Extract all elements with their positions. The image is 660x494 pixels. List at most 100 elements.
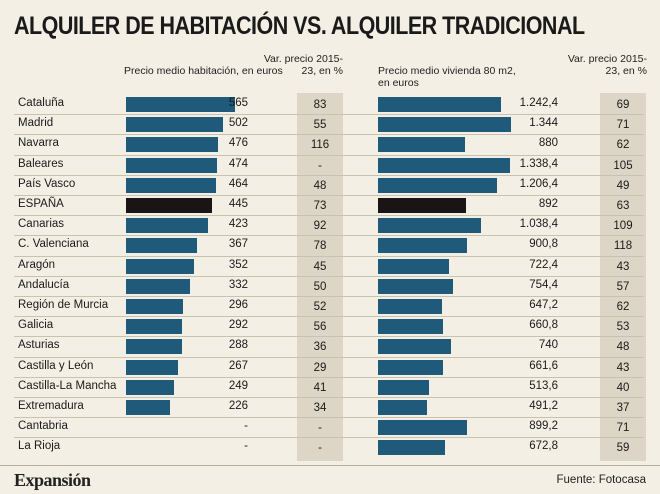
var-label-vivienda: 62 [616,139,630,152]
region-label: Castilla y León [18,359,94,372]
value-label-vivienda: 1.038,4 [519,218,558,231]
value-label-vivienda: 513,6 [529,379,558,392]
bar-vivienda [378,278,453,294]
source-note: Fuente: Fotocasa [556,474,647,486]
bar-vivienda [378,319,443,335]
var-label-vivienda: 62 [616,301,630,313]
var-label-habitacion: - [318,159,322,172]
var-label-vivienda: 59 [616,442,630,455]
var-label-vivienda: 37 [616,402,630,414]
value-label-habitacion: 249 [228,379,248,392]
value-label-habitacion: 296 [228,299,248,311]
value-label-habitacion: 445 [228,198,248,210]
var-label-vivienda: 53 [616,321,630,334]
row-divider [14,296,644,297]
row-divider [14,235,644,237]
bar-vivienda [378,440,445,456]
row-divider [14,154,644,156]
bar-habitacion [126,157,217,173]
bar-habitacion [126,238,197,254]
var-label-vivienda: 43 [616,361,630,374]
region-label: País Vasco [18,177,76,190]
bar-vivienda [378,238,467,254]
expansion-logo: Expansión [14,470,91,490]
var-label-habitacion: 83 [313,99,327,111]
row-divider [14,336,644,338]
value-label-vivienda: 754,4 [529,278,558,291]
var-label-vivienda: 105 [613,159,633,172]
var-label-habitacion: 34 [313,402,327,414]
header-habitacion-var: Var. precio 2015-23, en % [263,53,343,77]
value-label-habitacion: 352 [228,258,248,271]
row-divider [14,397,644,398]
bar-habitacion [126,258,194,274]
row-divider [14,215,644,217]
row-divider [14,134,644,136]
footer-divider [0,465,660,466]
value-label-habitacion: 367 [228,238,248,251]
bar-vivienda [378,258,449,274]
value-label-vivienda: 1.242,4 [519,97,558,109]
region-label: ESPAÑA [18,198,64,210]
region-label: Andalucía [18,278,70,291]
value-label-vivienda: 1.206,4 [519,177,558,190]
var-label-vivienda: 118 [613,240,633,253]
bar-vivienda [378,299,442,314]
var-column-vivienda [600,93,646,461]
region-label: Asturias [18,339,60,352]
bar-habitacion [126,278,190,294]
var-label-habitacion: 48 [313,179,327,192]
value-label-habitacion: 226 [228,400,248,412]
bar-vivienda [378,400,427,415]
header-vivienda-var: Var. precio 2015-23, en % [567,53,647,77]
value-label-habitacion: 288 [228,339,248,352]
region-label: Extremadura [18,400,84,412]
region-label: Región de Murcia [18,299,109,311]
bar-habitacion [126,177,216,193]
bar-vivienda [378,198,466,213]
value-label-vivienda: 1.344 [529,117,558,130]
bar-vivienda [378,137,465,153]
bar-habitacion [126,97,235,112]
value-label-habitacion: 423 [228,218,248,231]
bar-vivienda [378,359,443,375]
region-label: Navarra [18,137,59,150]
region-label: Canarias [18,218,65,231]
bar-habitacion [126,400,170,415]
var-label-habitacion: 29 [313,361,327,374]
value-label-vivienda: 880 [538,137,558,150]
bar-vivienda [378,339,451,355]
value-label-habitacion: 292 [228,319,248,332]
bar-habitacion [126,117,223,133]
row-divider [14,195,644,196]
bar-habitacion [126,379,174,395]
value-label-vivienda: 647,2 [529,299,558,311]
row-divider [14,376,644,378]
value-label-vivienda: 900,8 [529,238,558,251]
value-label-habitacion: 332 [228,278,248,291]
var-label-habitacion: 36 [313,341,327,354]
value-label-habitacion: 476 [228,137,248,150]
value-label-habitacion: 565 [228,97,248,109]
var-label-habitacion: 116 [310,139,330,152]
region-label: Cataluña [18,97,65,109]
row-divider [14,437,644,439]
value-label-vivienda: 661,6 [529,359,558,372]
region-label: Cantabria [18,420,68,433]
var-label-vivienda: 40 [616,381,630,394]
bar-habitacion [126,218,208,234]
var-label-vivienda: 69 [616,99,630,111]
value-label-vivienda: 1.338,4 [519,157,558,170]
value-label-habitacion: - [244,420,248,433]
var-label-vivienda: 43 [616,260,630,273]
var-column-habitacion [297,93,343,461]
value-label-habitacion: 267 [228,359,248,372]
header-habitacion-price: Precio medio habitación, en euros [124,65,283,77]
region-label: Galicia [18,319,54,332]
var-label-vivienda: 57 [616,280,630,293]
value-label-habitacion: 464 [228,177,248,190]
value-label-vivienda: 899,2 [529,420,558,433]
region-label: Aragón [18,258,56,271]
region-label: Baleares [18,157,64,170]
var-label-vivienda: 109 [613,220,633,233]
